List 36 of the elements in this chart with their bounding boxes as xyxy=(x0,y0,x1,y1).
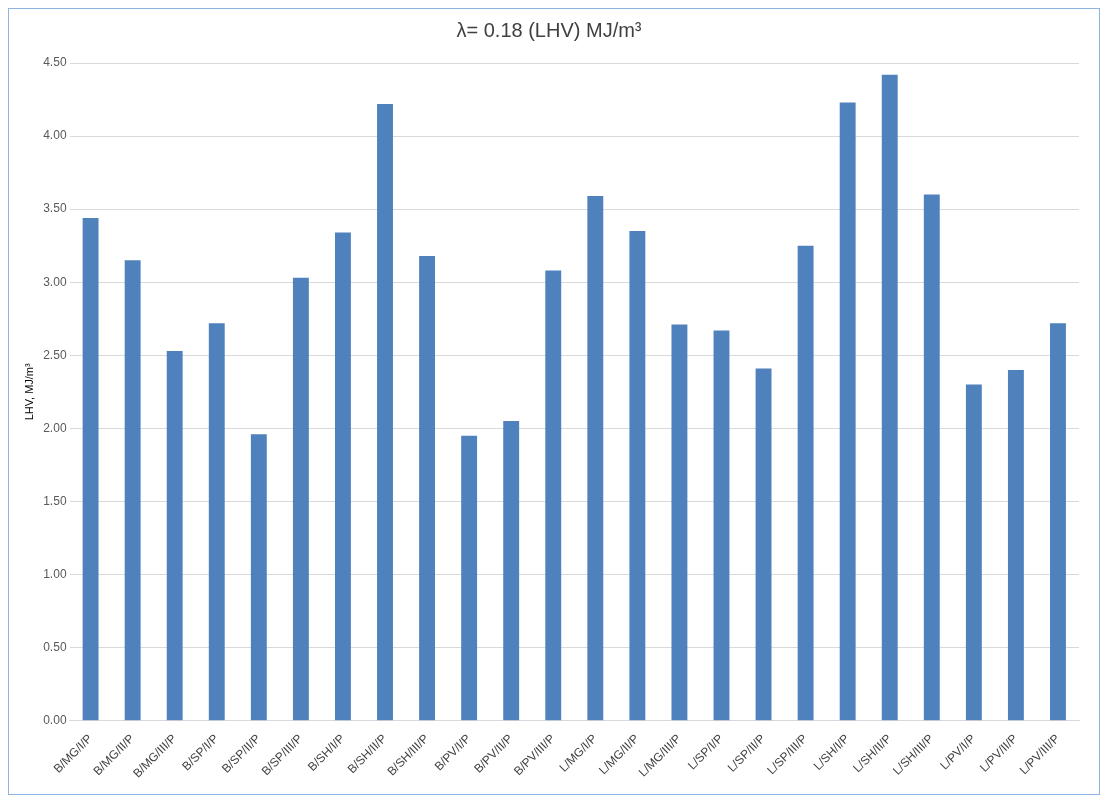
bar xyxy=(250,434,267,721)
bar xyxy=(545,270,562,721)
bar xyxy=(419,255,436,721)
y-tick-label: 3.00 xyxy=(43,274,67,289)
bar xyxy=(1050,323,1066,721)
y-tick-label: 0.00 xyxy=(43,713,67,727)
bar xyxy=(82,217,99,721)
y-tick-label: 1.50 xyxy=(43,493,67,508)
y-tick-label: 4.00 xyxy=(43,128,67,143)
bar xyxy=(587,196,604,721)
bar xyxy=(713,330,730,721)
bar xyxy=(335,232,351,721)
bar xyxy=(503,421,520,721)
bar xyxy=(208,323,225,721)
y-tick-label: 2.50 xyxy=(43,347,67,362)
y-tick-label: 3.50 xyxy=(43,201,67,216)
bar xyxy=(881,74,898,721)
bar xyxy=(671,324,688,721)
bar xyxy=(461,435,478,721)
bar xyxy=(166,350,183,721)
bar xyxy=(923,194,940,721)
bar xyxy=(292,277,309,721)
bar xyxy=(629,231,646,721)
bar xyxy=(377,103,393,721)
chart-title: λ= 0.18 (LHV) MJ/m³ xyxy=(456,18,642,41)
bar xyxy=(124,260,141,721)
bar xyxy=(755,368,772,721)
bar xyxy=(797,245,814,721)
y-axis-title: LHV, MJ/m³ xyxy=(22,362,35,421)
y-tick-label: 1.00 xyxy=(43,566,67,581)
y-tick-label: 0.50 xyxy=(43,639,67,654)
bar xyxy=(839,102,856,721)
bar xyxy=(965,384,982,721)
bar xyxy=(1007,369,1024,721)
y-tick-label: 2.00 xyxy=(43,420,67,435)
y-tick-label: 4.50 xyxy=(43,55,67,70)
